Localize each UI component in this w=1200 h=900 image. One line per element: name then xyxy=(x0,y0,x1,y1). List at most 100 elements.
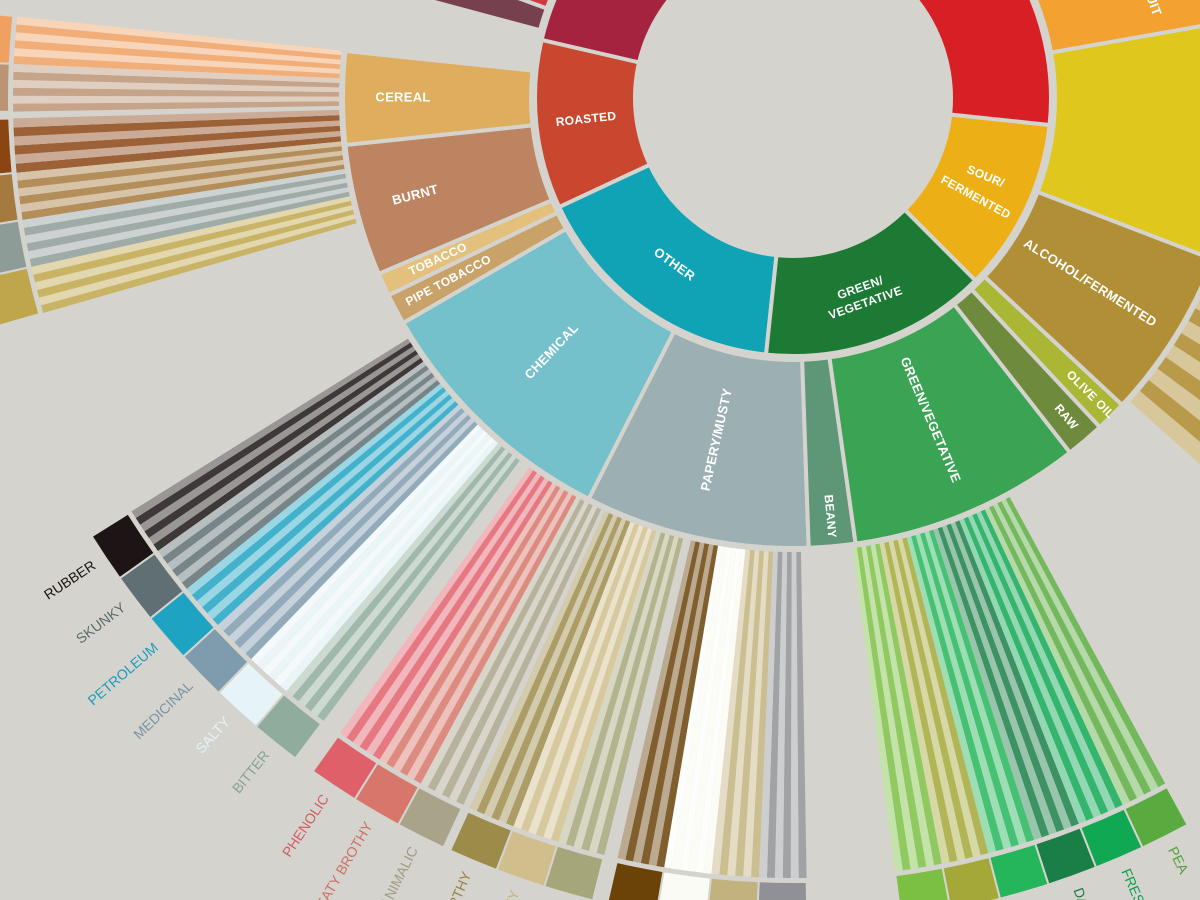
stripe-malt xyxy=(16,16,342,56)
stripe-bitter xyxy=(304,452,513,712)
descriptor-swatch-vegetative xyxy=(988,842,1050,900)
stripe-musty-earthy xyxy=(469,511,609,812)
stripe-ashy xyxy=(28,187,349,260)
middle-label-beany: BEANY xyxy=(822,494,840,539)
stripe-acrid xyxy=(38,214,356,306)
stripe-smoky xyxy=(19,155,344,205)
stripe-vegetative xyxy=(920,532,1019,847)
stripe-malt xyxy=(13,56,340,79)
stripe-bitter xyxy=(286,443,502,697)
middle-segment-burnt xyxy=(343,123,555,277)
stripe-grain xyxy=(13,101,340,112)
stripe-moldy-damp xyxy=(581,534,675,851)
stripe-musty-dusty xyxy=(528,525,644,835)
stripe-bitter xyxy=(317,457,520,721)
stripe-grain xyxy=(13,79,340,93)
stripe-meaty-brothy xyxy=(386,485,561,768)
descriptor-swatch-pea xyxy=(1123,785,1189,849)
stripe-bands xyxy=(12,16,1200,878)
descriptor-swatch-stale xyxy=(756,880,808,900)
stripe-petroleum xyxy=(202,394,453,614)
stripe-salty xyxy=(262,430,488,676)
stripe-fresh xyxy=(980,509,1123,809)
stripe-partial xyxy=(1195,299,1200,311)
stripe-musty-dusty xyxy=(520,523,639,832)
stripe-meaty-brothy xyxy=(379,483,557,764)
inner-segment-fruity xyxy=(914,0,1054,128)
stripe-fresh xyxy=(967,515,1101,818)
stripe-papery xyxy=(703,549,746,874)
stripe-ashy xyxy=(25,178,347,244)
descriptor-swatch-rubber xyxy=(90,512,157,580)
stripe-pea xyxy=(997,501,1152,795)
inner-segment-other xyxy=(556,162,779,357)
stripe-moldy-damp xyxy=(588,536,679,853)
middle-segment-papery-musty xyxy=(586,328,811,550)
stripe-petroleum xyxy=(212,401,459,625)
stripe-stale xyxy=(766,551,783,878)
stripe-acrid xyxy=(31,196,351,275)
stripe-petroleum xyxy=(191,387,447,602)
stripe-grain xyxy=(13,87,340,97)
middle-segment-beany xyxy=(800,355,858,550)
stripe-herb-like xyxy=(870,544,935,867)
stripe-meaty-brothy xyxy=(413,494,577,784)
stripe-fresh xyxy=(959,518,1087,824)
descriptor-swatch-hay-like xyxy=(941,855,1002,900)
stripe-brown-roast xyxy=(15,130,341,164)
stripe-partial xyxy=(1157,357,1200,401)
stripe-malt xyxy=(15,32,341,65)
stripe-vegetative xyxy=(924,531,1027,845)
stripe-rubber xyxy=(153,357,424,551)
middle-segment-sour xyxy=(1035,24,1200,257)
stripe-stale xyxy=(758,551,778,878)
stripe-acrid xyxy=(41,218,357,313)
stripe-ashy xyxy=(22,169,346,228)
descriptor-swatch-cardboard xyxy=(707,876,760,900)
stripe-petroleum xyxy=(207,397,456,620)
inner-label-roasted: ROASTED xyxy=(555,109,617,129)
stripe-meaty-brothy xyxy=(406,492,573,780)
descriptor-swatch-brown-roast xyxy=(0,117,14,176)
stripe-malt xyxy=(14,40,341,69)
stripe-brown-roast xyxy=(13,109,340,128)
stripe-hay-like xyxy=(893,539,973,859)
stripe-brown-roast xyxy=(15,136,342,173)
stripe-woody xyxy=(625,541,700,862)
stripe-vegetative xyxy=(906,536,996,854)
outer-ring xyxy=(0,13,1189,900)
stripe-partial xyxy=(1130,391,1200,465)
stripe-medicinal xyxy=(228,411,468,643)
stripe-musty-dusty xyxy=(550,529,657,842)
stripe-brown-roast xyxy=(13,120,340,146)
inner-segment-green xyxy=(763,206,979,358)
stripe-medicinal xyxy=(245,421,478,660)
stripe-papery xyxy=(695,548,741,873)
stripe-herb-like xyxy=(852,547,903,872)
stripe-animalic xyxy=(420,496,581,788)
stripe-cardboard xyxy=(727,550,760,876)
stripe-malt xyxy=(15,24,342,60)
stripe-phenolic xyxy=(340,467,534,738)
stripe-fresh xyxy=(976,511,1116,812)
stripe-rubber xyxy=(140,346,416,532)
stripe-pea xyxy=(984,507,1130,805)
stripe-papery xyxy=(664,545,723,869)
stripe-grain xyxy=(12,95,340,104)
stripe-musty-earthy xyxy=(506,520,631,827)
descriptor-swatch-fresh xyxy=(1079,807,1144,869)
stripe-fresh xyxy=(963,516,1094,821)
stripe-animalic xyxy=(449,505,597,802)
stripe-smoky xyxy=(21,164,345,221)
stripe-rubber xyxy=(148,354,421,545)
stripe-acrid xyxy=(33,200,352,283)
stripe-animalic xyxy=(441,503,593,799)
stripe-skunky xyxy=(167,369,432,571)
stripe-acrid xyxy=(36,209,355,298)
stripe-animalic xyxy=(434,501,589,795)
stripe-medicinal xyxy=(239,418,475,654)
stripe-woody xyxy=(648,544,714,866)
stripe-partial xyxy=(1139,380,1200,442)
stripe-papery xyxy=(687,547,737,872)
